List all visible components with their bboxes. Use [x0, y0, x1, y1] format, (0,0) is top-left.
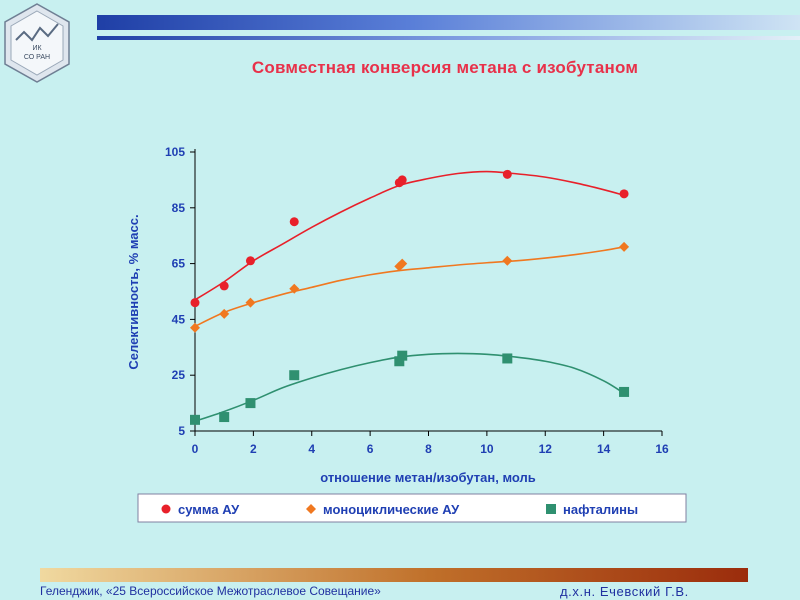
institute-logo: ИК СО РАН [4, 3, 70, 83]
data-point-series-3 [394, 356, 405, 367]
header-bar-thin [97, 36, 800, 40]
trendline-series-3 [194, 352, 625, 422]
header-bar [97, 15, 800, 30]
data-point-series-3 [245, 398, 256, 409]
footer-conference: Геленджик, «25 Всероссийское Межотраслев… [40, 584, 381, 598]
x-tick-label: 2 [250, 442, 257, 456]
legend-label-series-1: сумма АУ [178, 502, 240, 517]
x-axis-label: отношение метан/изобутан, моль [320, 470, 536, 485]
y-axis-label: Селективность, % масс. [126, 214, 141, 369]
data-point-series-3 [219, 412, 230, 423]
y-tick-label: 65 [172, 257, 186, 271]
x-tick-label: 8 [425, 442, 432, 456]
x-tick-label: 0 [192, 442, 199, 456]
logo-line-2: СО РАН [24, 54, 50, 61]
data-point-series-2 [190, 322, 200, 333]
chart-markers [190, 169, 630, 425]
logo-line-1: ИК [32, 45, 42, 52]
data-point-series-2 [219, 308, 230, 319]
footer-bar [40, 568, 748, 582]
x-tick-label: 14 [597, 442, 611, 456]
data-point-series-3 [289, 370, 300, 381]
y-tick-label: 5 [178, 424, 185, 438]
data-point-series-3 [190, 414, 200, 425]
chart-axes: 5 25 45 65 85 105 0 2 4 6 8 10 12 14 16 [165, 145, 669, 456]
data-point-series-3 [502, 353, 513, 364]
data-point-series-2 [502, 255, 513, 266]
y-tick-label: 105 [165, 145, 185, 159]
chart-trendlines [194, 170, 625, 422]
y-tick-label: 25 [172, 368, 186, 382]
x-tick-label: 4 [308, 442, 315, 456]
y-tick-label: 45 [172, 312, 186, 326]
data-point-series-1 [619, 189, 629, 199]
chart-legend: сумма АУ моноциклические АУ нафталины [137, 493, 687, 523]
x-tick-label: 12 [539, 442, 553, 456]
trendline-series-2 [194, 246, 625, 328]
data-point-series-1 [245, 256, 255, 266]
legend-marker-series-2 [306, 504, 316, 514]
x-tick-label: 16 [655, 442, 669, 456]
trendline-series-1 [194, 170, 625, 301]
legend-marker-series-1 [161, 504, 171, 514]
data-point-series-2 [289, 283, 300, 294]
footer-author: д.х.н. Ечевский Г.В. [560, 584, 689, 599]
legend-marker-series-3 [546, 504, 556, 514]
legend-label-series-3: нафталины [563, 502, 638, 517]
data-point-series-1 [502, 169, 512, 179]
legend-label-series-2: моноциклические АУ [323, 502, 460, 517]
data-point-series-1 [397, 175, 407, 185]
x-tick-label: 6 [367, 442, 374, 456]
selectivity-chart: 5 25 45 65 85 105 0 2 4 6 8 10 12 14 16 отношение мета… [126, 145, 687, 523]
x-tick-label: 10 [480, 442, 494, 456]
data-point-series-1 [289, 217, 299, 227]
y-tick-label: 85 [172, 201, 186, 215]
legend-box [137, 493, 687, 523]
data-point-series-2 [619, 241, 630, 252]
data-point-series-2 [245, 297, 256, 308]
slide-title: Совместная конверсия метана с изобутаном [251, 58, 639, 77]
data-point-series-3 [397, 350, 408, 361]
data-point-series-1 [219, 281, 229, 291]
data-point-series-1 [190, 298, 200, 308]
data-point-series-3 [619, 386, 630, 397]
data-point-series-2 [397, 258, 408, 269]
